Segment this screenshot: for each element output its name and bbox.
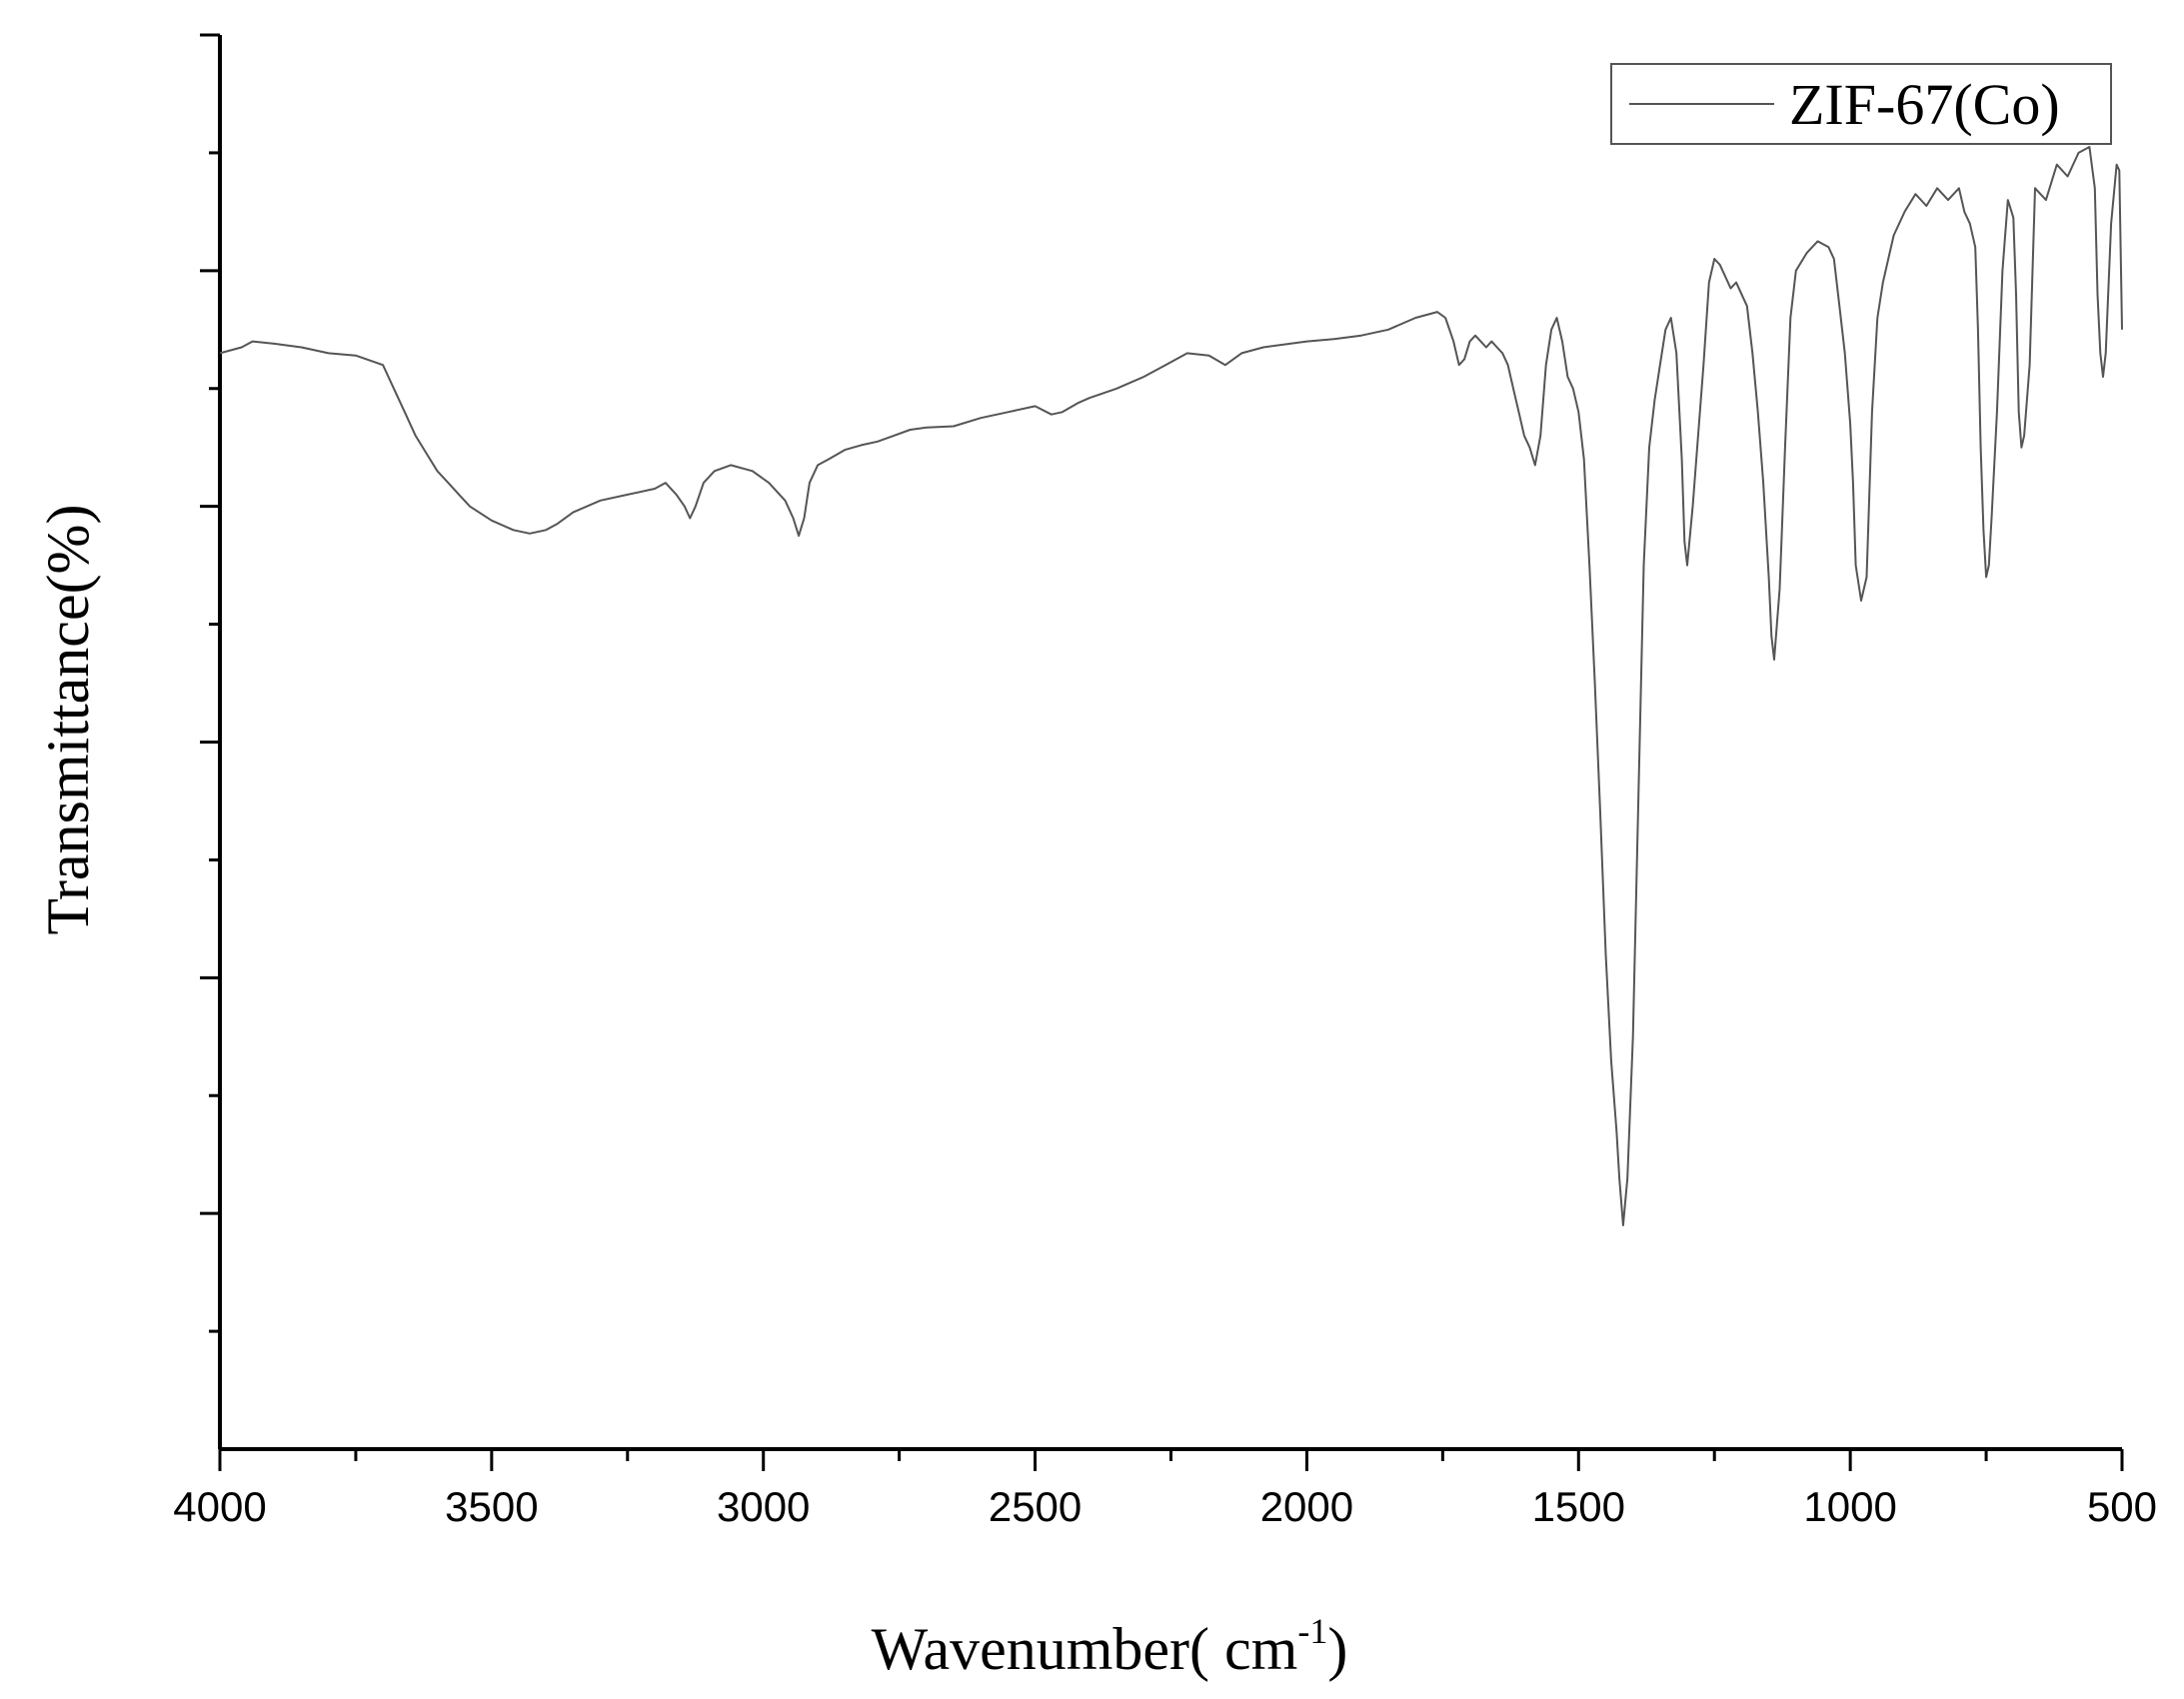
series-layer [219, 146, 2123, 1226]
x-axis-title-close: ) [1327, 1616, 1347, 1682]
y-axis-title: Transmittance(%) [35, 504, 101, 934]
x-tick-label: 500 [2087, 1483, 2157, 1530]
ticks: 4000 3500 3000 2500 2000 1500 1000 500 [173, 33, 2157, 1530]
x-axis-title: Wavenumber( cm-1) [872, 1611, 1348, 1682]
x-axis-title-main: Wavenumber( cm [872, 1616, 1298, 1682]
legend: ZIF-67(Co) [1610, 63, 2112, 145]
x-tick-label: 4000 [173, 1483, 266, 1530]
x-tick-label: 3000 [717, 1483, 810, 1530]
axes [218, 35, 2122, 1451]
x-axis-title-sup: -1 [1297, 1611, 1327, 1651]
x-tick-label: 1500 [1532, 1483, 1625, 1530]
x-tick-label: 3500 [445, 1483, 538, 1530]
series-line-0 [219, 146, 2123, 1226]
x-tick-label: 2500 [989, 1483, 1082, 1530]
x-tick-label: 1000 [1803, 1483, 1896, 1530]
x-tick-label: 2000 [1260, 1483, 1353, 1530]
legend-label: ZIF-67(Co) [1789, 72, 2060, 137]
